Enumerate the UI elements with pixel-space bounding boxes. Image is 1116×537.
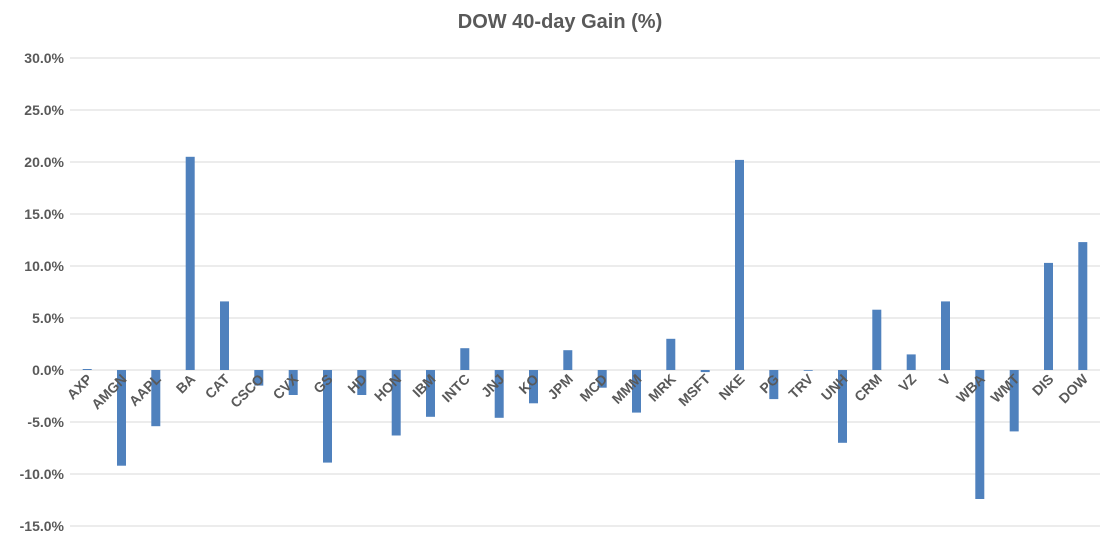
y-axis-tick-labels: 30.0% 25.0% 20.0% 15.0% 10.0% 5.0% 0.0% -5.0% -1…: [20, 50, 65, 534]
bar-mcd: [597, 370, 607, 388]
bar-ibm: [426, 370, 435, 417]
y-tick-label: 30.0%: [24, 50, 64, 66]
bar-aapl: [151, 370, 161, 427]
y-tick-label: -15.0%: [20, 518, 65, 534]
y-tick-label: 0.0%: [32, 362, 64, 378]
bar-ba: [185, 156, 195, 370]
x-tick-label-crm: CRM: [851, 371, 885, 405]
x-tick-label-msft: MSFT: [675, 370, 714, 409]
x-tick-label-jpm: JPM: [544, 371, 576, 403]
x-tick-label-ba: BA: [173, 371, 199, 397]
bars: [82, 156, 1088, 499]
bar-jnj: [494, 370, 504, 418]
bar-hd: [357, 370, 367, 395]
bar-cat: [220, 301, 229, 370]
y-tick-label: 10.0%: [24, 258, 64, 274]
bar-crm: [872, 309, 882, 370]
bar-jpm: [563, 350, 573, 370]
bar-amgn: [117, 370, 126, 466]
y-tick-label: 5.0%: [32, 310, 64, 326]
bar-unh: [838, 370, 847, 443]
bar-vz: [906, 354, 916, 370]
bar-wmt: [1009, 370, 1019, 432]
bar-hon: [391, 370, 401, 436]
y-tick-label: -5.0%: [27, 414, 64, 430]
x-tick-label-intc: INTC: [439, 371, 473, 405]
bar-csco: [254, 370, 264, 386]
y-tick-label: -10.0%: [20, 466, 65, 482]
x-tick-label-nke: NKE: [715, 371, 747, 403]
chart-title: DOW 40-day Gain (%): [458, 11, 662, 33]
gridlines: [70, 57, 1100, 527]
bar-wba: [975, 370, 985, 499]
bar-axp: [82, 369, 92, 370]
bar-trv: [803, 370, 813, 371]
bar-ko: [529, 370, 538, 404]
bar-v: [941, 301, 950, 370]
bar-mmm: [632, 370, 641, 413]
bar-nke: [735, 159, 744, 370]
bar-mrk: [666, 338, 676, 370]
bar-cvx: [288, 370, 298, 395]
bar-intc: [460, 348, 470, 370]
bar-pg: [769, 370, 779, 400]
x-tick-label-dow: DOW: [1055, 370, 1091, 406]
bar-gs: [323, 370, 332, 463]
bar-dow: [1078, 242, 1088, 370]
y-tick-label: 20.0%: [24, 154, 64, 170]
x-tick-label-v: V: [936, 370, 954, 388]
x-tick-label-mrk: MRK: [645, 371, 679, 405]
x-tick-label-trv: TRV: [785, 370, 816, 401]
bar-msft: [700, 370, 710, 373]
bar-dis: [1044, 262, 1053, 370]
x-tick-label-vz: VZ: [895, 370, 919, 394]
y-tick-label: 25.0%: [24, 102, 64, 118]
x-tick-label-csco: CSCO: [227, 371, 267, 411]
x-tick-label-dis: DIS: [1029, 371, 1057, 399]
y-tick-label: 15.0%: [24, 206, 64, 222]
